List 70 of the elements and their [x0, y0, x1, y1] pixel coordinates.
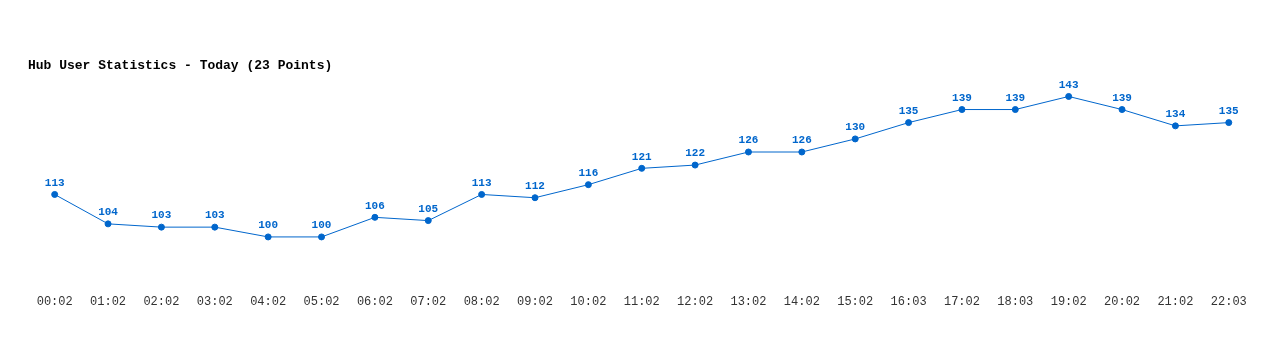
- x-tick-label: 17:02: [943, 294, 980, 309]
- data-label: 126: [738, 134, 759, 147]
- data-label: 134: [1165, 108, 1186, 121]
- point: [1225, 119, 1233, 127]
- data-label: 103: [151, 209, 172, 222]
- point: [1118, 106, 1126, 114]
- x-tick-label: 04:02: [250, 294, 287, 309]
- data-label: 139: [952, 91, 972, 104]
- x-tick-label: 14:02: [783, 294, 820, 309]
- point: [798, 148, 806, 156]
- data-label: 143: [1058, 78, 1079, 91]
- point: [211, 223, 219, 231]
- point: [264, 233, 272, 241]
- x-tick-label: 06:02: [356, 294, 393, 309]
- point: [958, 106, 966, 114]
- point: [851, 135, 859, 143]
- point: [51, 190, 59, 198]
- point: [584, 181, 592, 189]
- data-label: 116: [578, 166, 599, 179]
- point: [531, 194, 539, 202]
- x-tick-label: 16:03: [890, 294, 927, 309]
- x-tick-label: 07:02: [410, 294, 447, 309]
- x-tick-label: 08:02: [463, 294, 500, 309]
- x-tick-label: 20:02: [1104, 294, 1141, 309]
- x-tick-label: 18:03: [997, 294, 1034, 309]
- x-tick-label: 11:02: [623, 294, 660, 309]
- point: [744, 148, 752, 156]
- x-tick-label: 03:02: [196, 294, 233, 309]
- point: [905, 119, 913, 127]
- point: [691, 161, 699, 169]
- x-tick-label: 12:02: [677, 294, 714, 309]
- x-tick-label: 05:02: [303, 294, 340, 309]
- data-label: 100: [258, 219, 279, 232]
- data-label: 135: [1218, 104, 1240, 117]
- point: [318, 233, 326, 241]
- x-tick-label: 13:02: [730, 294, 767, 309]
- data-label: 104: [98, 206, 119, 219]
- data-label: 113: [44, 176, 65, 189]
- point: [157, 223, 165, 231]
- data-label: 112: [525, 180, 545, 192]
- point: [1065, 92, 1073, 100]
- x-tick-label: 02:02: [143, 294, 180, 309]
- x-tick-label: 19:02: [1050, 294, 1087, 309]
- point: [104, 220, 112, 228]
- data-label: 105: [418, 202, 439, 215]
- data-label: 106: [364, 199, 385, 212]
- x-tick-label: 00:02: [36, 294, 73, 309]
- point: [1011, 106, 1019, 114]
- point: [478, 190, 486, 198]
- x-tick-label: 01:02: [90, 294, 127, 309]
- data-label: 100: [311, 219, 332, 232]
- point: [1171, 122, 1179, 130]
- x-tick-label: 15:02: [837, 294, 874, 309]
- x-tick-label: 21:02: [1157, 294, 1194, 309]
- data-label: 135: [898, 104, 919, 117]
- data-label: 139: [1112, 91, 1132, 104]
- data-label: 126: [791, 134, 812, 147]
- point: [424, 217, 432, 225]
- x-tick-label: 09:02: [516, 294, 553, 309]
- point: [371, 213, 379, 221]
- data-label: 122: [685, 147, 706, 160]
- data-label: 113: [471, 176, 492, 189]
- data-label: 103: [204, 209, 226, 222]
- data-label: 130: [845, 121, 866, 134]
- data-label: 139: [1005, 91, 1026, 104]
- data-label: 121: [631, 150, 653, 163]
- chart-title: Hub User Statistics - Today (23 Points): [28, 58, 333, 74]
- x-tick-label: 10:02: [570, 294, 607, 309]
- x-tick-label: 22:03: [1210, 294, 1247, 309]
- point: [638, 164, 646, 172]
